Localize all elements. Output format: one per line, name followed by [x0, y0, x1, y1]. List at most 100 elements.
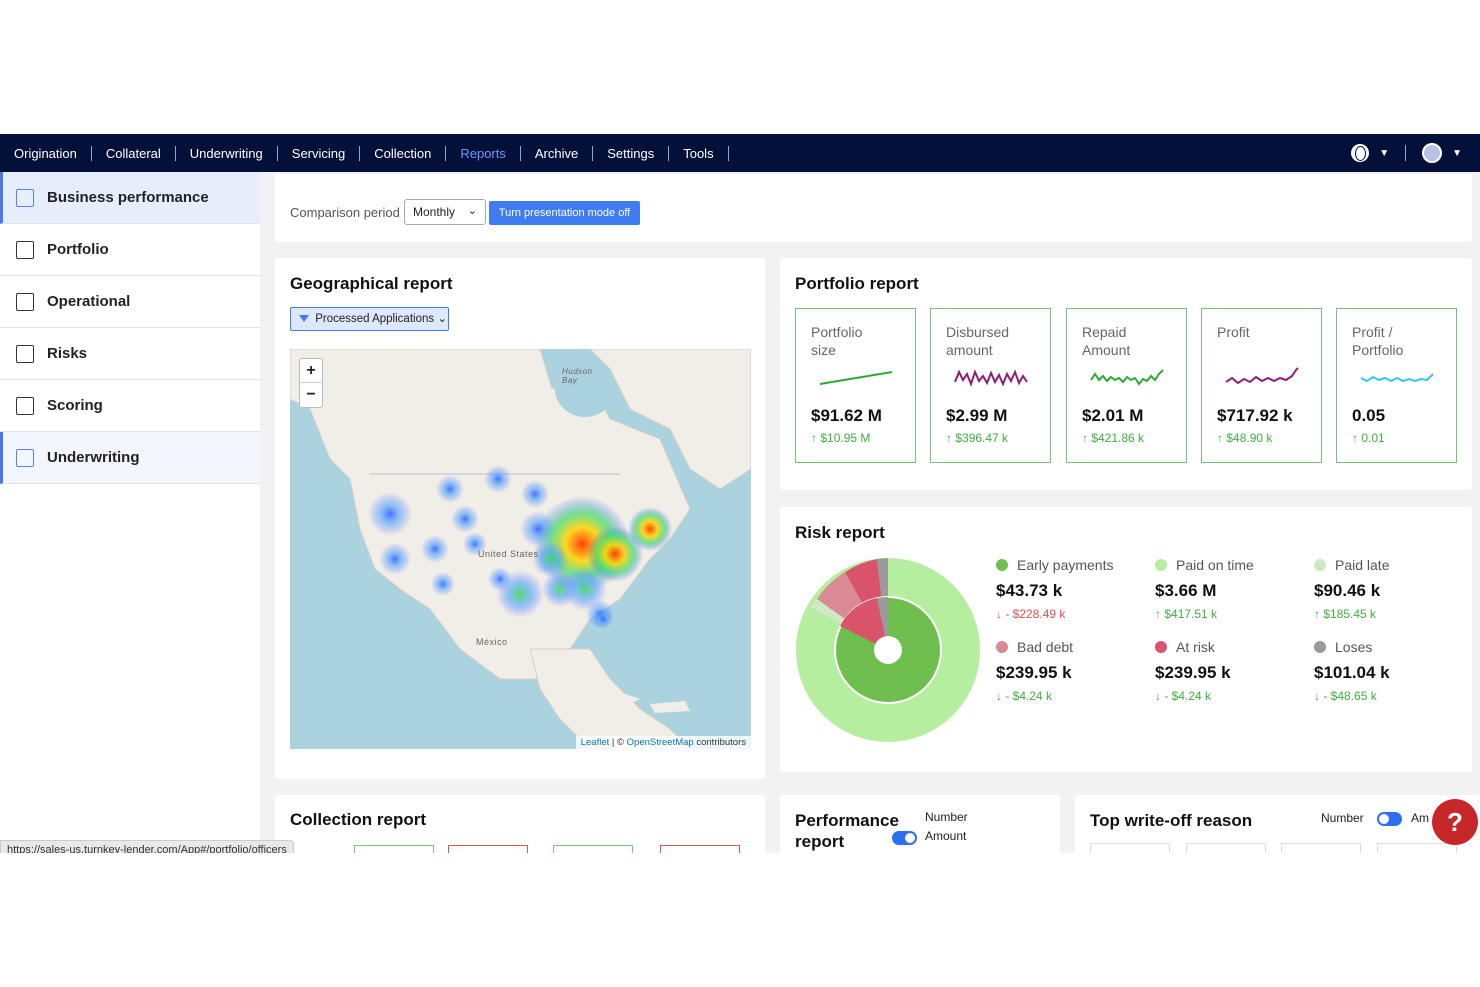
topnav-right-controls: ▼ ▼ — [1351, 134, 1462, 172]
kpi-delta: ↑ $48.90 k — [1217, 431, 1272, 445]
number-amount-toggle[interactable] — [892, 831, 917, 845]
app-window: Origination Collateral Underwriting Serv… — [0, 134, 1480, 853]
legend-value: $239.95 k — [996, 663, 1072, 682]
presentation-icon — [16, 344, 34, 363]
kpi-profit[interactable]: Profit $717.92 k ↑ $48.90 k — [1201, 308, 1322, 463]
risk-donut-chart[interactable] — [795, 557, 985, 747]
sidebar-item-operational[interactable]: Operational — [0, 276, 260, 328]
legend-dot — [1155, 641, 1167, 653]
kpi-title: Repaid Amount — [1082, 323, 1130, 359]
arrow-up-icon: ↑ — [946, 431, 956, 445]
kpi-delta: ↑ $10.95 M — [811, 431, 870, 445]
legend-delta-value: $185.45 k — [1323, 607, 1377, 621]
zoom-in-button[interactable]: + — [300, 359, 322, 383]
sidebar-item-business-performance[interactable]: Business performance — [0, 172, 260, 224]
kpi-value: $2.99 M — [946, 406, 1008, 425]
zoom-out-button[interactable]: − — [306, 386, 316, 403]
collection-kpi-tile[interactable] — [660, 845, 740, 853]
legend-loses: Loses $101.04 k ↓ - $48.65 k — [1314, 639, 1464, 703]
legend-dot — [1314, 559, 1326, 571]
comparison-period-select[interactable]: Monthly ⌄ — [404, 199, 486, 225]
kpi-profit-portfolio[interactable]: Profit / Portfolio 0.05 ↑ 0.01 — [1336, 308, 1457, 463]
kpi-disbursed-amount[interactable]: Disbursed amount $2.99 M ↑ $396.47 k — [930, 308, 1051, 463]
performance-title-line1: Performance — [795, 811, 899, 830]
legend-value: $90.46 k — [1314, 581, 1381, 600]
nav-collateral[interactable]: Collateral — [92, 145, 176, 161]
globe-icon[interactable] — [1351, 144, 1370, 162]
presentation-mode-button[interactable]: Turn presentation mode off — [489, 201, 640, 225]
attribution-contributors: contributors — [693, 737, 746, 748]
collection-kpi-tile[interactable] — [553, 845, 633, 853]
chevron-down-icon: ⌄ — [467, 205, 477, 217]
arrow-up-icon: ↑ — [1155, 607, 1165, 621]
kpi-title-line2: size — [811, 342, 836, 358]
nav-archive[interactable]: Archive — [521, 145, 594, 161]
nav-reports[interactable]: Reports — [446, 145, 521, 161]
collection-kpi-tile[interactable] — [354, 845, 434, 853]
sidebar: Business performance Portfolio Operation… — [0, 172, 260, 853]
legend-delta: ↓ - $4.24 k — [996, 689, 1146, 703]
number-amount-toggle[interactable] — [1377, 812, 1402, 826]
avatar-icon[interactable] — [1422, 143, 1443, 163]
checklist-icon — [16, 448, 34, 467]
chevron-down-icon[interactable]: ▼ — [1452, 147, 1462, 159]
sidebar-item-underwriting[interactable]: Underwriting — [0, 432, 260, 484]
leaflet-link[interactable]: Leaflet — [580, 737, 610, 748]
kpi-title: Portfolio size — [811, 323, 862, 359]
map-label-mexico: México — [476, 637, 508, 647]
sidebar-item-portfolio[interactable]: Portfolio — [0, 224, 260, 276]
legend-dot — [996, 559, 1008, 571]
map-label-united-states: United States — [478, 549, 539, 559]
legend-value: $43.73 k — [996, 581, 1063, 600]
nav-collection[interactable]: Collection — [360, 145, 447, 161]
processed-applications-filter[interactable]: Processed Applications ⌄ — [290, 307, 449, 331]
comparison-period-bar: Comparison period Monthly ⌄ Turn present… — [275, 174, 1472, 242]
kpi-delta-value: 0.01 — [1361, 431, 1385, 445]
arrow-up-icon: ↑ — [1217, 431, 1227, 445]
kpi-portfolio-size[interactable]: Portfolio size $91.62 M ↑ $10.95 M — [795, 308, 916, 463]
legend-label: At risk — [1176, 639, 1215, 655]
performance-title-line2: report — [795, 832, 845, 851]
report-edit-icon — [16, 188, 34, 207]
top-writeoff-title: Top write-off reason — [1090, 811, 1253, 830]
edit-doc-icon — [16, 396, 34, 415]
collection-report-card: Collection report — [275, 795, 765, 853]
chevron-down-icon[interactable]: ▼ — [1379, 147, 1390, 159]
sidebar-item-risks[interactable]: Risks — [0, 328, 260, 380]
top-writeoff-card: Top write-off reason Number Am — [1075, 795, 1480, 853]
kpi-title-line2: amount — [946, 342, 993, 358]
nav-tools[interactable]: Tools — [669, 145, 729, 161]
nav-settings[interactable]: Settings — [593, 145, 670, 161]
portfolio-report-card: Portfolio report Portfolio size $91.62 M … — [780, 258, 1472, 490]
sidebar-item-scoring[interactable]: Scoring — [0, 380, 260, 432]
legend-at-risk: At risk $239.95 k ↓ - $4.24 k — [1155, 639, 1305, 703]
kpi-title-line1: Profit — [1217, 324, 1250, 340]
sidebar-item-label: Scoring — [47, 397, 103, 414]
legend-delta-value: - $228.49 k — [1005, 607, 1066, 621]
nav-servicing[interactable]: Servicing — [278, 145, 361, 161]
kpi-value: 0.05 — [1352, 406, 1386, 425]
nav-origination[interactable]: Origination — [0, 145, 92, 161]
toggle-amount-label: Amount — [925, 829, 967, 843]
toggle-number-label: Number — [925, 810, 968, 824]
nav-separator — [1405, 145, 1407, 161]
kpi-repaid-amount[interactable]: Repaid Amount $2.01 M ↑ $421.86 k — [1066, 308, 1187, 463]
legend-delta-value: - $48.65 k — [1323, 689, 1377, 703]
legend-delta: ↓ - $228.49 k — [996, 607, 1146, 621]
legend-dot — [996, 641, 1008, 653]
arrow-up-icon: ↑ — [811, 431, 821, 445]
arrow-down-icon: ↓ — [1155, 689, 1165, 703]
kpi-sparkline — [954, 369, 1028, 387]
kpi-value: $91.62 M — [811, 406, 882, 425]
nav-underwriting[interactable]: Underwriting — [176, 145, 278, 161]
map-zoom-control: + − — [299, 358, 323, 408]
sidebar-item-label: Operational — [47, 293, 131, 310]
kpi-value: $717.92 k — [1217, 406, 1293, 425]
openstreetmap-link[interactable]: OpenStreetMap — [626, 737, 694, 748]
kpi-delta: ↑ $396.47 k — [946, 431, 1008, 445]
heatmap-map[interactable]: United States México Hudson Bay + − Leaf… — [290, 349, 751, 749]
writeoff-tile — [1090, 843, 1170, 853]
collection-kpi-tile[interactable] — [448, 845, 528, 853]
help-button[interactable]: ? — [1432, 799, 1478, 845]
kpi-title: Disbursed amount — [946, 323, 1009, 359]
